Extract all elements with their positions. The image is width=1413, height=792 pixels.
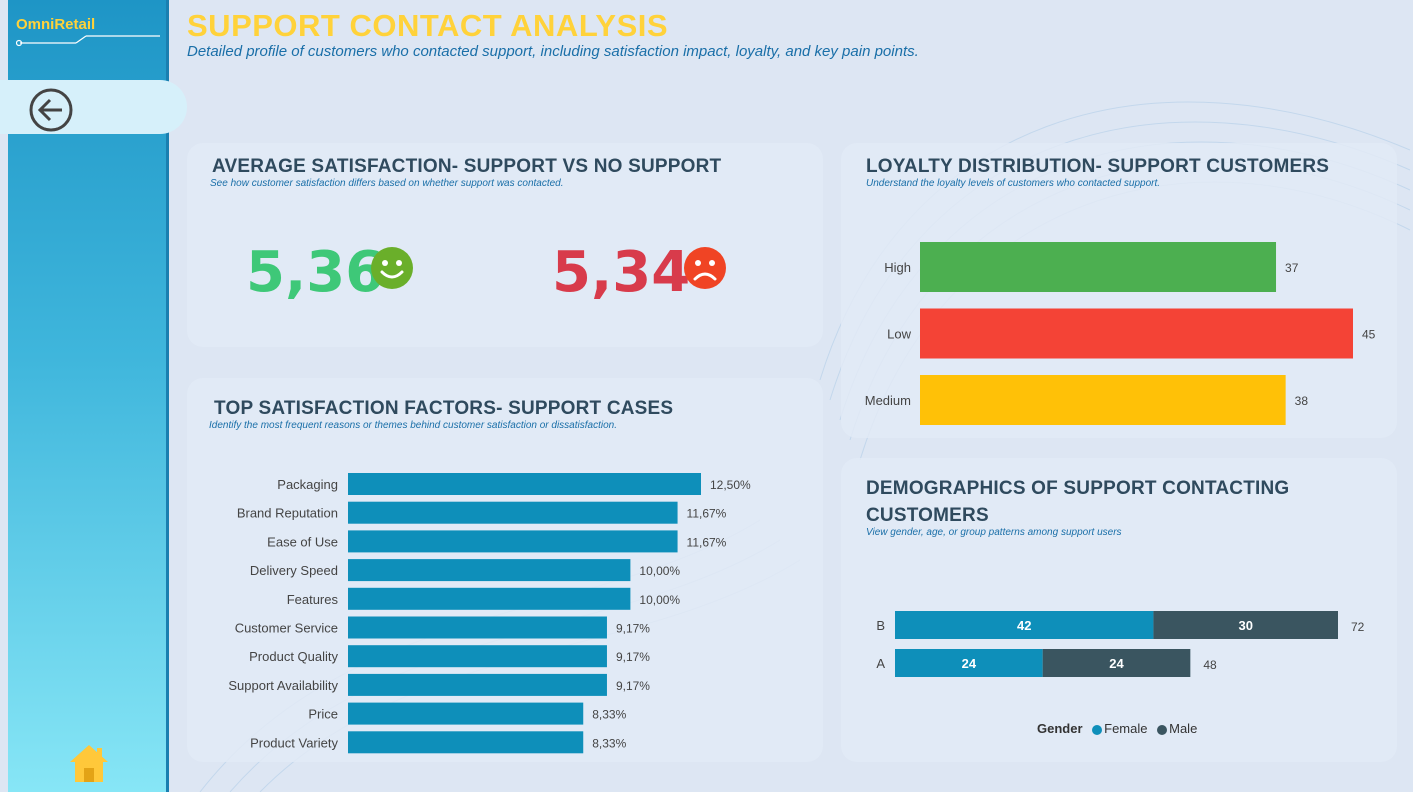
loyalty-bar xyxy=(920,242,1277,292)
demographics-card-title-line2: CUSTOMERS xyxy=(866,505,989,526)
loyalty-bar xyxy=(920,308,1353,359)
page-subtitle: Detailed profile of customers who contac… xyxy=(187,43,919,60)
demographic-segment-label: 42 xyxy=(1017,618,1031,633)
demographic-category-label: A xyxy=(876,656,885,671)
loyalty-card-title: LOYALTY DISTRIBUTION- SUPPORT CUSTOMERS xyxy=(866,156,1330,177)
kpi-no-support: 5,34 xyxy=(552,240,691,305)
factor-category-label: Support Availability xyxy=(228,678,338,693)
factor-value-label: 8,33% xyxy=(592,736,626,750)
smiley-face-icon xyxy=(371,247,413,289)
factor-category-label: Product Quality xyxy=(249,649,338,664)
demographic-male-segment xyxy=(1042,649,1191,677)
factor-category-label: Price xyxy=(308,707,338,722)
legend-male-swatch xyxy=(1157,724,1168,735)
factor-value-label: 10,00% xyxy=(639,593,680,607)
demographics-card-title-line1: DEMOGRAPHICS OF SUPPORT CONTACTING xyxy=(866,478,1290,499)
factor-value-label: 9,17% xyxy=(616,622,650,636)
loyalty-value-label: 38 xyxy=(1295,394,1309,408)
loyalty-bar-chart: High 37 Low 45 Medium 38 xyxy=(865,242,1376,425)
factor-bar xyxy=(348,473,701,495)
kpi-with-support: 5,36 xyxy=(246,240,385,305)
factor-value-label: 11,67% xyxy=(687,507,727,521)
loyalty-value-label: 37 xyxy=(1285,261,1299,275)
page-title: SUPPORT CONTACT ANALYSIS xyxy=(187,8,669,43)
loyalty-bar xyxy=(920,375,1286,425)
legend-male-label: Male xyxy=(1169,721,1198,736)
demographic-segment-label: 24 xyxy=(1109,656,1124,671)
factors-card-subtitle: Identify the most frequent reasons or th… xyxy=(209,420,617,431)
factor-category-label: Packaging xyxy=(277,477,338,492)
satisfaction-card-subtitle: See how customer satisfaction differs ba… xyxy=(210,178,564,189)
demographics-stacked-bar-chart: B 42 30 72 A 24 24 48 xyxy=(876,611,1365,677)
demographic-female-segment xyxy=(895,611,1154,639)
brand-logo-text: OmniRetail xyxy=(16,16,96,33)
loyalty-card-subtitle: Understand the loyalty levels of custome… xyxy=(866,178,1161,189)
factors-bar-chart: Packaging 12,50% Brand Reputation 11,67% Eas… xyxy=(228,473,751,754)
factor-bar xyxy=(348,559,631,582)
back-arrow-icon[interactable] xyxy=(28,87,74,133)
satisfaction-card xyxy=(187,143,823,347)
factor-value-label: 9,17% xyxy=(616,650,650,664)
factor-bar xyxy=(348,702,584,725)
satisfaction-card-title: AVERAGE SATISFACTION- SUPPORT VS NO SUPP… xyxy=(212,156,722,177)
legend-title: Gender xyxy=(1037,721,1083,736)
loyalty-value-label: 45 xyxy=(1362,328,1376,342)
factor-value-label: 11,67% xyxy=(687,535,727,549)
demographic-category-label: B xyxy=(876,618,885,633)
factor-bar xyxy=(348,587,631,610)
legend-female-swatch xyxy=(1092,724,1103,735)
demographic-total-label: 48 xyxy=(1203,658,1217,672)
factor-bar xyxy=(348,731,584,754)
factor-bar xyxy=(348,673,607,696)
factor-bar xyxy=(348,645,607,668)
factor-value-label: 9,17% xyxy=(616,679,650,693)
factor-category-label: Product Variety xyxy=(250,735,338,750)
factor-value-label: 10,00% xyxy=(639,564,680,578)
demographic-segment-label: 24 xyxy=(962,656,977,671)
demographics-card xyxy=(841,458,1397,762)
demographics-card-subtitle: View gender, age, or group patterns amon… xyxy=(866,527,1122,538)
loyalty-category-label: High xyxy=(884,260,911,275)
demographic-total-label: 72 xyxy=(1351,620,1365,634)
demographic-segment-label: 30 xyxy=(1238,618,1252,633)
factor-category-label: Features xyxy=(287,592,339,607)
loyalty-category-label: Low xyxy=(887,327,911,342)
factor-category-label: Delivery Speed xyxy=(250,563,338,578)
sad-face-icon xyxy=(684,247,726,289)
factor-category-label: Brand Reputation xyxy=(237,506,338,521)
factors-card-title: TOP SATISFACTION FACTORS- SUPPORT CASES xyxy=(214,398,674,419)
factor-value-label: 12,50% xyxy=(710,478,751,492)
loyalty-category-label: Medium xyxy=(865,393,911,408)
home-icon[interactable] xyxy=(68,742,110,784)
factor-category-label: Customer Service xyxy=(235,621,338,636)
factor-bar xyxy=(348,501,678,524)
demographic-female-segment xyxy=(895,649,1043,677)
factor-category-label: Ease of Use xyxy=(267,534,338,549)
demographic-male-segment xyxy=(1153,611,1338,639)
factor-bar xyxy=(348,616,607,639)
factor-value-label: 8,33% xyxy=(592,708,626,722)
circuit-line-icon xyxy=(16,35,160,47)
factor-bar xyxy=(348,530,678,553)
legend-female-label: Female xyxy=(1104,721,1148,736)
gender-legend: Gender Female Male xyxy=(1037,721,1203,736)
